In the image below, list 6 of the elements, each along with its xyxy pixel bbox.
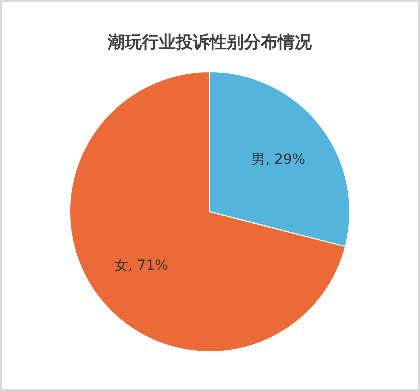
data-label: , 29% [266,152,306,168]
pie-slice [70,72,346,352]
slice-label: 女 [114,258,128,274]
data-label: , 71% [128,258,168,274]
chart-title: 潮玩行业投诉性别分布情况 [107,33,313,53]
slice-label: 男 [252,152,266,168]
